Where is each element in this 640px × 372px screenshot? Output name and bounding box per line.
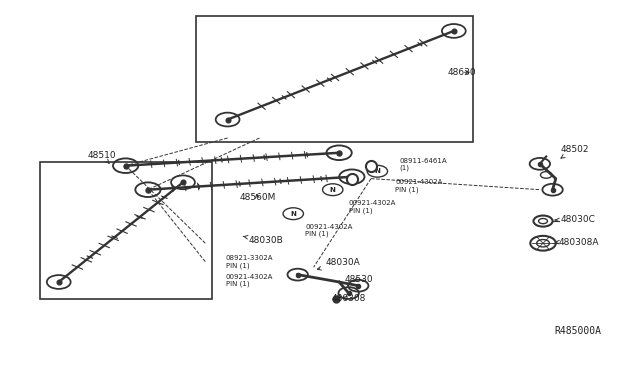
Text: 08921-3302A
PIN (1): 08921-3302A PIN (1) bbox=[226, 255, 273, 269]
Text: 48502: 48502 bbox=[560, 145, 589, 158]
Text: 48530: 48530 bbox=[344, 275, 373, 283]
Bar bbox=[196, 16, 473, 142]
Text: R485000A: R485000A bbox=[555, 326, 602, 336]
Text: N: N bbox=[330, 187, 336, 193]
Text: 00921-4302A
PIN (1): 00921-4302A PIN (1) bbox=[305, 224, 353, 237]
Text: 48560M: 48560M bbox=[239, 193, 275, 202]
Text: 48510: 48510 bbox=[88, 151, 116, 163]
Text: 00921-4302A
PIN (1): 00921-4302A PIN (1) bbox=[349, 200, 396, 214]
Bar bbox=[40, 162, 212, 299]
Text: 00921-4302A
PIN (1): 00921-4302A PIN (1) bbox=[395, 179, 443, 193]
Text: N: N bbox=[291, 211, 296, 217]
Text: 48030B: 48030B bbox=[243, 235, 284, 245]
Text: 08911-6461A
(1): 08911-6461A (1) bbox=[399, 158, 447, 171]
Text: 00921-4302A
PIN (1): 00921-4302A PIN (1) bbox=[226, 273, 273, 287]
Text: N: N bbox=[374, 168, 380, 174]
Text: 480308A: 480308A bbox=[556, 238, 600, 247]
Text: 480308: 480308 bbox=[332, 294, 366, 303]
Text: 48030C: 48030C bbox=[555, 215, 596, 224]
Text: 48630: 48630 bbox=[447, 68, 476, 77]
Text: 48030A: 48030A bbox=[317, 258, 360, 270]
